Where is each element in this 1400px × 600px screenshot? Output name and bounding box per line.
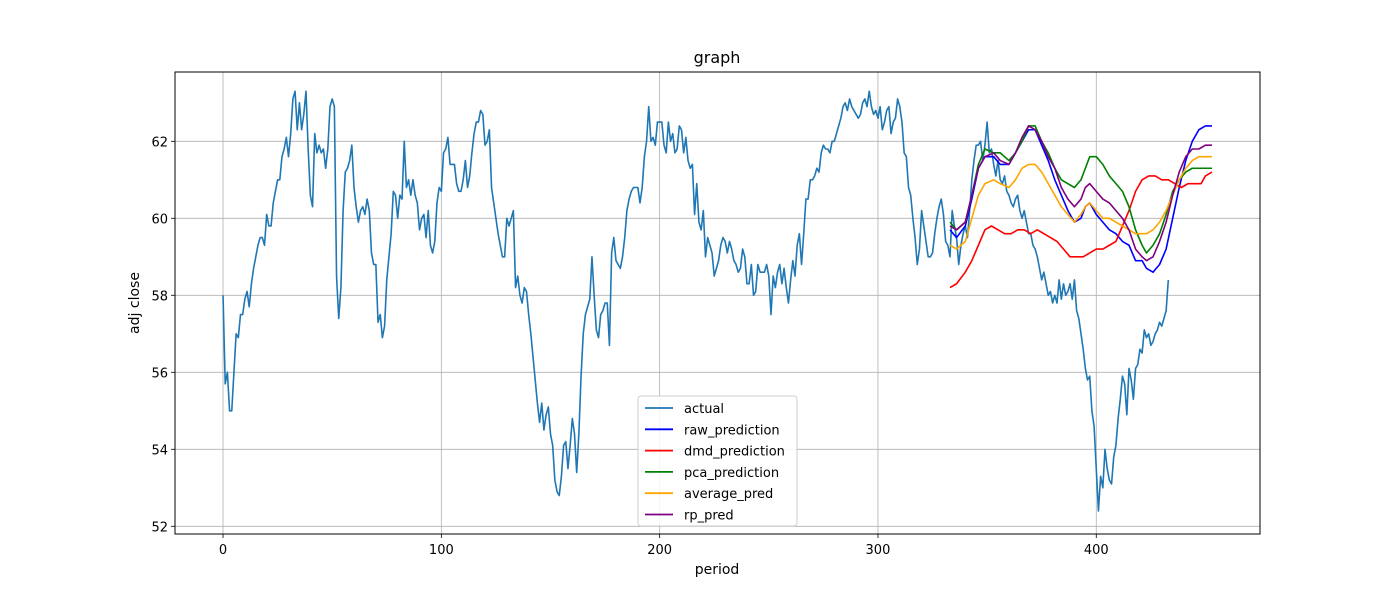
chart-title: graph xyxy=(694,48,741,67)
legend-label-pca-prediction: pca_prediction xyxy=(684,466,779,481)
series-line-actual xyxy=(222,90,1170,512)
series-line-rp-pred xyxy=(949,125,1212,262)
legend: actual raw_prediction dmd_prediction pca_pr… xyxy=(637,395,798,527)
y-tick-label: 56 xyxy=(151,366,168,381)
x-tick-label: 300 xyxy=(866,543,891,558)
x-tick-label: 400 xyxy=(1084,543,1109,558)
plot-frame xyxy=(174,71,1261,535)
x-tick-label: 200 xyxy=(647,543,672,558)
grid-lines xyxy=(175,72,1260,534)
y-tick-label: 54 xyxy=(151,443,168,458)
x-axis-label: period xyxy=(695,562,740,578)
legend-label-dmd-prediction: dmd_prediction xyxy=(684,445,785,460)
y-axis-label: adj close xyxy=(127,272,143,334)
y-tick-label: 52 xyxy=(151,520,168,535)
x-tick-label: 0 xyxy=(219,543,227,558)
x-tick-label: 100 xyxy=(429,543,454,558)
y-tick-label: 62 xyxy=(151,135,168,150)
series-line-dmd-prediction xyxy=(949,171,1213,289)
y-tick-label: 60 xyxy=(151,212,168,227)
series-line-average-pred xyxy=(949,155,1212,250)
axes: 0 100 200 300 400 52 54 56 58 60 62 xyxy=(151,135,1108,558)
legend-label-actual: actual xyxy=(684,402,724,417)
legend-box xyxy=(637,395,798,527)
series-layer xyxy=(222,90,1213,512)
legend-label-raw-prediction: raw_prediction xyxy=(684,423,780,438)
y-tick-label: 58 xyxy=(151,289,168,304)
legend-label-rp-pred: rp_pred xyxy=(684,509,734,524)
legend-label-average-pred: average_pred xyxy=(684,487,773,502)
